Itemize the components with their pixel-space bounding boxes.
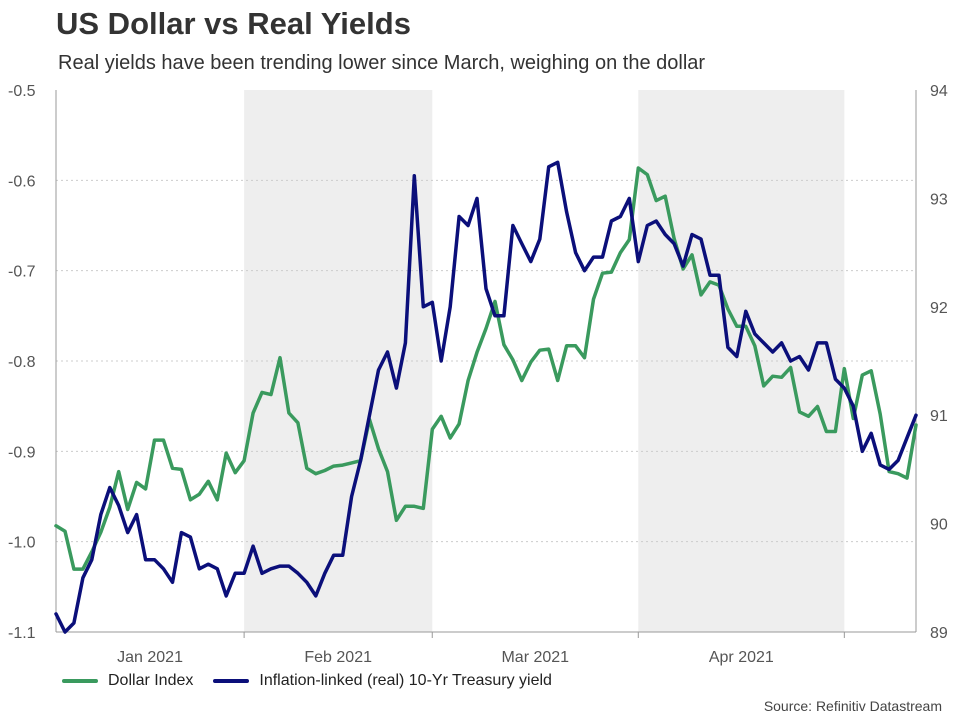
tick-labels: -0.5 -0.6 -0.7 -0.8 -0.9 -1.0 -1.1 89 90 91 92 93 94…	[8, 83, 948, 666]
x-tick-label: Mar 2021	[501, 649, 569, 666]
shaded-periods	[244, 90, 845, 632]
legend-label-dollar-index: Dollar Index	[108, 672, 194, 689]
legend-item-dollar-index: Dollar Index	[62, 672, 193, 690]
series-line-real-yield	[54, 160, 918, 634]
y-left-tick-label: -0.5	[8, 83, 36, 100]
y-right-tick-label: 91	[930, 408, 948, 425]
y-left-tick-label: -0.6	[8, 173, 36, 190]
x-tick-label: Jan 2021	[117, 649, 183, 666]
series-line-dollar-index	[54, 166, 918, 571]
y-left-tick-label: -0.7	[8, 264, 36, 281]
source-note: Source: Refinitiv Datastream	[763, 698, 942, 714]
y-left-tick-label: -1.0	[8, 535, 36, 552]
legend-swatch-dollar-index	[62, 679, 98, 683]
x-tick-label: Apr 2021	[709, 649, 774, 666]
legend-item-real-yield: Inflation-linked (real) 10-Yr Treasury y…	[213, 672, 552, 690]
y-left-tick-label: -1.1	[8, 625, 36, 642]
chart-title: US Dollar vs Real Yields	[56, 6, 411, 41]
gridlines	[56, 179, 916, 543]
legend-swatch-real-yield	[213, 679, 250, 683]
y-right-tick-label: 94	[930, 83, 948, 100]
series-lines	[54, 160, 918, 634]
y-left-tick-label: -0.8	[8, 354, 36, 371]
y-right-tick-label: 89	[930, 625, 948, 642]
y-right-tick-label: 92	[930, 300, 948, 317]
legend-label-real-yield: Inflation-linked (real) 10-Yr Treasury y…	[259, 672, 552, 689]
axes	[55, 90, 917, 638]
y-right-tick-label: 90	[930, 517, 948, 534]
x-tick-label: Feb 2021	[304, 649, 372, 666]
legend: Dollar Index Inflation-linked (real) 10-…	[62, 672, 572, 690]
y-right-tick-label: 93	[930, 191, 948, 208]
chart-subtitle: Real yields have been trending lower sin…	[58, 52, 706, 74]
y-left-tick-label: -0.9	[8, 444, 36, 461]
